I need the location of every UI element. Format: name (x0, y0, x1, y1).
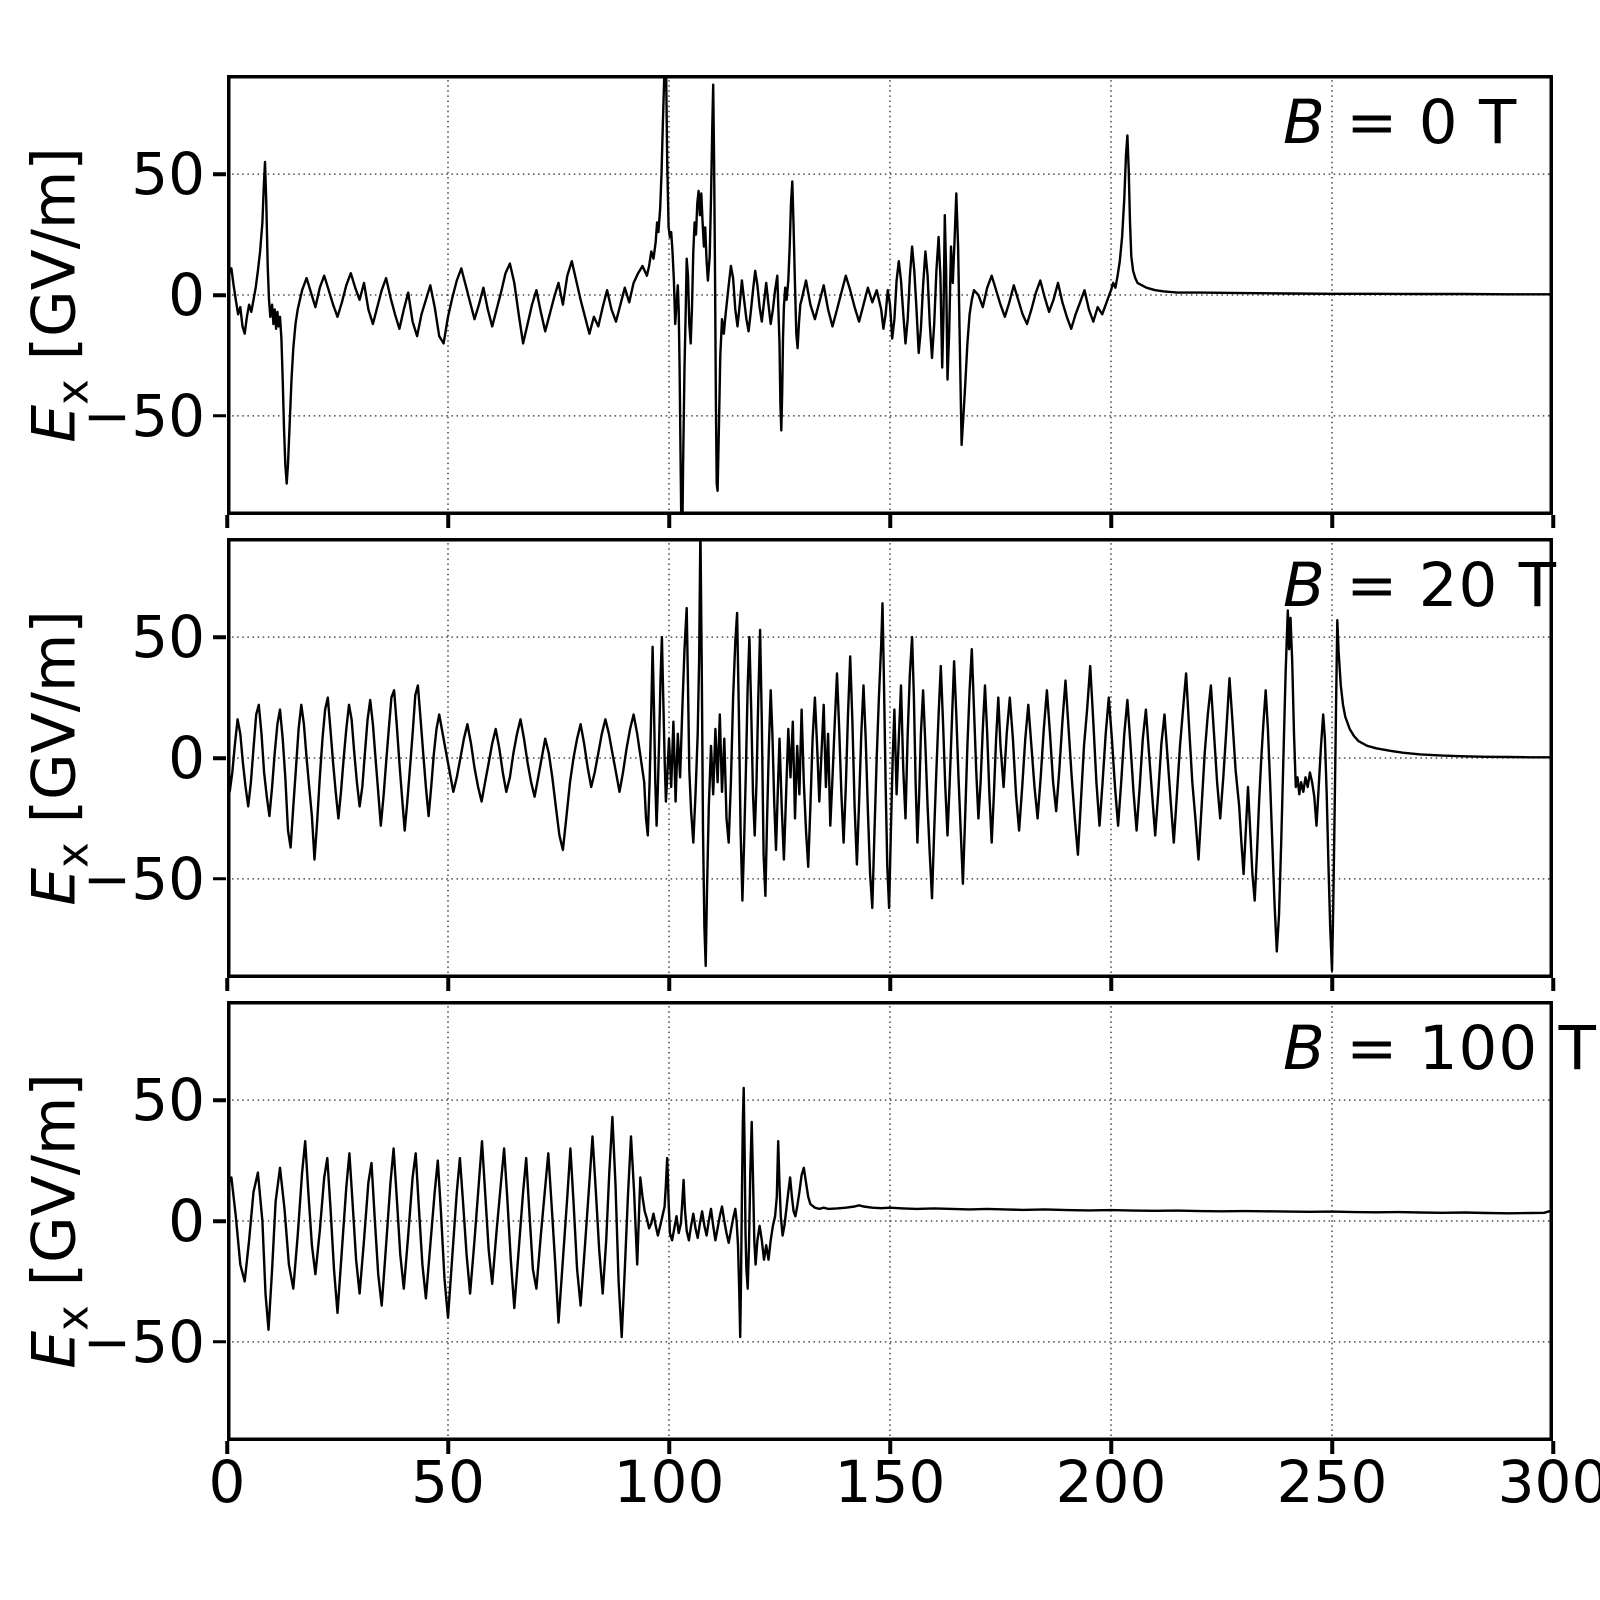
x-tick-250 (1330, 1441, 1334, 1454)
subplot-b100: Ex [GV/m] B = 100 T 50 0 −50 (20, 1001, 1596, 1454)
x-tick-label-150: 150 (834, 1448, 946, 1516)
y-tick-label--50: −50 (82, 381, 205, 450)
x-tick-0 (225, 1441, 229, 1454)
y-tick-label-50: 50 (131, 1066, 205, 1135)
y-tick-label-0: 0 (168, 724, 205, 792)
x-tick-150 (888, 515, 892, 528)
x-tick-100 (667, 978, 671, 991)
subplot-b20: Ex [GV/m] B = 20 T 50 0 −50 (20, 538, 1556, 991)
x-tick-200 (1109, 978, 1113, 991)
x-tick-label-50: 50 (411, 1448, 485, 1516)
x-tick-200 (1109, 515, 1113, 528)
x-tick-150 (888, 1441, 892, 1454)
annotation-b20: B = 20 T (1283, 550, 1558, 621)
y-tick--50 (213, 1340, 226, 1344)
waveform-line (227, 1086, 1553, 1339)
x-tick-50 (446, 515, 450, 528)
x-tick-label-100: 100 (613, 1448, 725, 1516)
x-tick-50 (446, 1441, 450, 1454)
plot-border (227, 538, 1553, 978)
y-tick-0 (213, 756, 226, 760)
annotation-b100: B = 100 T (1283, 1013, 1597, 1084)
x-tick-250 (1330, 978, 1334, 991)
x-tick-300 (1551, 1441, 1555, 1454)
y-tick-0 (213, 1219, 226, 1223)
subplot-b0: Ex [GV/m] B = 0 T 50 0 −50 (20, 75, 1555, 528)
plot-border (227, 75, 1553, 515)
x-tick-label-300: 300 (1497, 1448, 1600, 1516)
x-tick-100 (667, 1441, 671, 1454)
y-tick-label--50: −50 (82, 844, 205, 913)
y-tick-label-50: 50 (131, 140, 205, 209)
x-tick-0 (225, 515, 229, 528)
y-tick-label--50: −50 (82, 1307, 205, 1376)
y-tick-label-0: 0 (168, 1187, 205, 1255)
plot-border (227, 1001, 1553, 1441)
y-tick-50 (213, 635, 226, 639)
plot-area-b20 (227, 538, 1553, 978)
y-tick-0 (213, 293, 226, 297)
y-tick-label-50: 50 (131, 603, 205, 672)
x-tick-200 (1109, 1441, 1113, 1454)
x-tick-300 (1551, 515, 1555, 528)
y-tick-label-0: 0 (168, 261, 205, 329)
annotation-b0: B = 0 T (1283, 87, 1518, 158)
y-tick-50 (213, 172, 226, 176)
waveform-line (227, 538, 1553, 972)
x-tick-300 (1551, 978, 1555, 991)
x-tick-50 (446, 978, 450, 991)
y-tick--50 (213, 414, 226, 418)
plot-area-b100 (227, 1001, 1553, 1441)
x-tick-100 (667, 515, 671, 528)
x-tick-0 (225, 978, 229, 991)
plot-area-b0 (227, 75, 1553, 515)
x-tick-label-200: 200 (1055, 1448, 1167, 1516)
y-tick--50 (213, 877, 226, 881)
x-tick-label-0: 0 (208, 1448, 246, 1516)
x-tick-label-250: 250 (1276, 1448, 1388, 1516)
x-tick-150 (888, 978, 892, 991)
y-tick-50 (213, 1098, 226, 1102)
waveform-line (227, 75, 1553, 515)
x-tick-250 (1330, 515, 1334, 528)
